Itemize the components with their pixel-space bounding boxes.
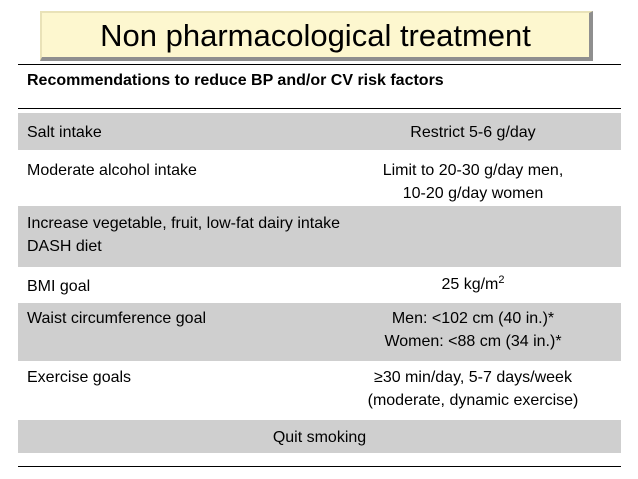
table-row-smoking: Quit smoking [18,420,621,454]
slide-title: Non pharmacological treatment [100,18,531,53]
row-value: Restrict 5-6 g/day [410,124,536,141]
table-row-diet: Increase vegetable, fruit, low-fat dairy… [18,206,621,268]
table-top-rule [18,64,621,65]
row-label: Waist circumference goal [27,310,207,327]
recommendations-table: Salt intake Restrict 5-6 g/day Moderate … [18,113,621,454]
row-label: Increase vegetable, fruit, low-fat dairy… [27,215,341,255]
table-row-salt: Salt intake Restrict 5-6 g/day [18,113,621,151]
table-row-bmi: BMI goal 25 kg/m2 [18,268,621,303]
row-value: Limit to 20-30 g/day men, 10-20 g/day wo… [382,162,564,202]
table-header-rule [18,108,621,109]
row-label: Exercise goals [27,369,132,386]
row-label: BMI goal [27,278,91,295]
table-row-alcohol: Moderate alcohol intake Limit to 20-30 g… [18,151,621,206]
row-value: 25 kg/m2 [441,274,505,294]
table-bottom-rule [18,466,621,467]
table-row-waist: Waist circumference goal Men: <102 cm (4… [18,303,621,362]
row-label: Moderate alcohol intake [27,162,197,179]
row-value: Men: <102 cm (40 in.)* Women: <88 cm (34… [384,310,562,350]
row-label: Salt intake [27,124,102,141]
row-label: Quit smoking [272,429,367,446]
table-row-exercise: Exercise goals ≥30 min/day, 5-7 days/wee… [18,362,621,420]
row-value: ≥30 min/day, 5-7 days/week (moderate, dy… [367,369,579,409]
table-caption: Recommendations to reduce BP and/or CV r… [27,72,444,89]
slide-title-box: Non pharmacological treatment [40,11,593,61]
